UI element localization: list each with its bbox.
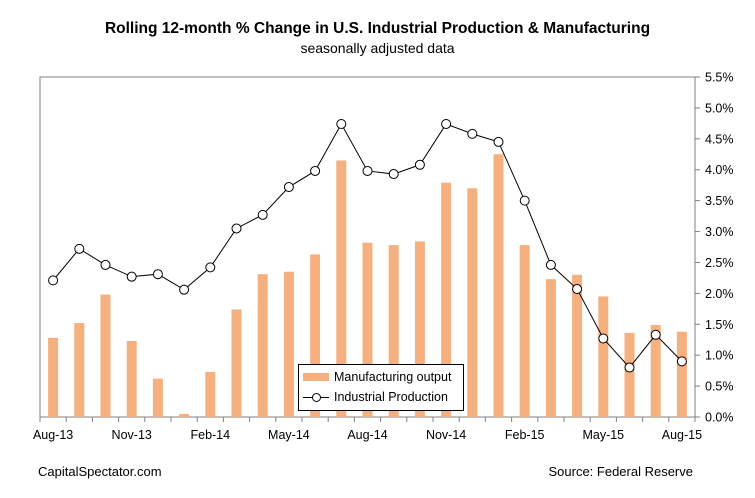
point-industrial-production — [126, 271, 137, 282]
bar-manufacturing-output — [572, 274, 583, 417]
point-industrial-production — [414, 159, 425, 170]
bar-manufacturing-output — [126, 340, 137, 417]
y-tick-label: 4.0% — [705, 163, 734, 177]
y-tick-label: 2.0% — [705, 287, 734, 301]
bar-manufacturing-output — [48, 337, 59, 417]
bar-manufacturing-output — [624, 332, 635, 417]
bar-manufacturing-output — [414, 241, 425, 417]
point-industrial-production — [100, 259, 111, 270]
y-tick-label: 3.0% — [705, 225, 734, 239]
y-tick-label: 1.0% — [705, 349, 734, 363]
point-industrial-production — [441, 118, 452, 129]
bar-manufacturing-output — [598, 296, 609, 417]
y-tick-label: 1.5% — [705, 318, 734, 332]
legend-item-industrial: Industrial Production — [303, 388, 448, 406]
bar-manufacturing-output — [441, 182, 452, 417]
y-tick-label: 0.5% — [705, 380, 734, 394]
bar-manufacturing-output — [179, 413, 190, 417]
point-industrial-production — [179, 284, 190, 295]
bar-manufacturing-output — [231, 309, 242, 417]
bar-manufacturing-output — [519, 245, 530, 417]
point-industrial-production — [598, 333, 609, 344]
x-tick-label: Nov-13 — [112, 428, 152, 442]
point-industrial-production — [152, 269, 163, 280]
point-industrial-production — [467, 128, 478, 139]
bar-manufacturing-output — [545, 279, 556, 417]
bar-manufacturing-output — [100, 294, 111, 417]
bar-manufacturing-output — [283, 271, 294, 417]
chart-subtitle: seasonally adjusted data — [300, 40, 455, 56]
legend-item-manufacturing: Manufacturing output — [303, 368, 451, 386]
x-tick-label: May-15 — [582, 428, 624, 442]
y-tick-label: 2.5% — [705, 256, 734, 270]
point-industrial-production — [676, 356, 687, 367]
point-industrial-production — [48, 275, 59, 286]
x-tick-label: Feb-14 — [190, 428, 230, 442]
bar-manufacturing-output — [336, 160, 347, 418]
x-tick-label: May-14 — [268, 428, 310, 442]
footer-data-source: Source: Federal Reserve — [548, 464, 693, 479]
legend-label-industrial: Industrial Production — [334, 390, 448, 404]
y-tick-label: 5.5% — [705, 71, 734, 85]
bar-manufacturing-output — [676, 331, 687, 417]
chart-title: Rolling 12-month % Change in U.S. Indust… — [104, 20, 651, 37]
legend-label-manufacturing: Manufacturing output — [334, 370, 452, 384]
point-industrial-production — [624, 362, 635, 373]
point-industrial-production — [310, 165, 321, 176]
footer-source-site: CapitalSpectator.com — [38, 464, 162, 479]
point-industrial-production — [205, 262, 216, 273]
y-tick-label: 0.0% — [705, 411, 734, 425]
point-industrial-production — [283, 182, 294, 193]
bar-manufacturing-output — [467, 188, 478, 417]
legend-swatch-bar — [303, 373, 329, 381]
legend-swatch-line — [303, 390, 329, 404]
bar-manufacturing-output — [74, 323, 85, 417]
bar-manufacturing-output — [205, 371, 216, 417]
x-tick-label: Feb-15 — [505, 428, 545, 442]
x-tick-label: Nov-14 — [426, 428, 466, 442]
bar-manufacturing-output — [493, 154, 504, 418]
point-industrial-production — [519, 195, 530, 206]
point-industrial-production — [388, 169, 399, 180]
point-industrial-production — [336, 118, 347, 129]
x-tick-label: Aug-15 — [662, 428, 702, 442]
bar-manufacturing-output — [257, 274, 268, 417]
point-industrial-production — [572, 284, 583, 295]
y-tick-label: 4.5% — [705, 132, 734, 146]
bar-manufacturing-output — [388, 245, 399, 417]
y-tick-label: 3.5% — [705, 194, 734, 208]
chart-legend: Manufacturing output Industrial Producti… — [298, 364, 464, 411]
point-industrial-production — [362, 165, 373, 176]
point-industrial-production — [493, 136, 504, 147]
point-industrial-production — [650, 329, 661, 340]
bar-manufacturing-output — [310, 254, 321, 417]
point-industrial-production — [545, 259, 556, 270]
bar-manufacturing-output — [650, 324, 661, 417]
x-tick-label: Aug-13 — [33, 428, 73, 442]
point-industrial-production — [257, 209, 268, 220]
x-tick-label: Aug-14 — [347, 428, 387, 442]
point-industrial-production — [74, 243, 85, 254]
bar-manufacturing-output — [362, 242, 373, 417]
point-industrial-production — [231, 223, 242, 234]
y-tick-label: 5.0% — [705, 101, 734, 115]
bar-manufacturing-output — [152, 378, 163, 417]
